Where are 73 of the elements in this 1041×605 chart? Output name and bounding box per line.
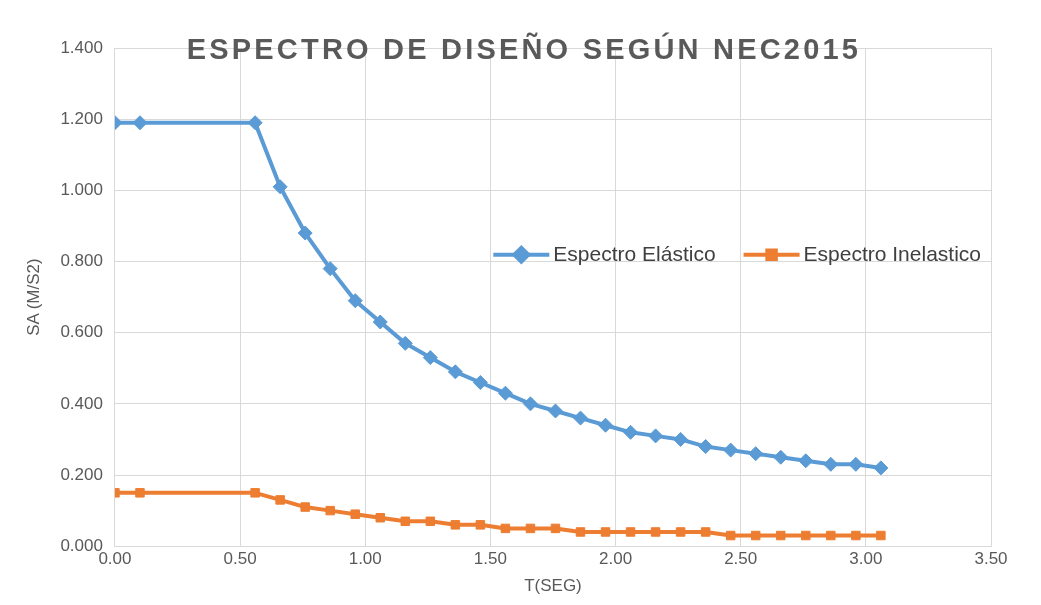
y-tick-label: 0.400 [60,393,103,413]
point [851,530,861,541]
point [873,460,889,476]
point [250,488,260,498]
point [325,505,335,516]
legend-label: Espectro Elástico [553,241,716,265]
point [848,456,864,472]
point [372,314,388,330]
y-tick-label: 0.800 [60,251,103,271]
point [550,523,561,534]
point [447,364,463,380]
point [823,456,839,472]
point [247,115,263,131]
point [623,424,639,440]
point [347,293,363,309]
point [375,512,386,523]
point [497,385,513,401]
x-tick-label: 3.00 [849,549,883,569]
chart-title: ESPECTRO DE DISEÑO SEGÚN NEC2015 [186,33,858,65]
x-tick-label: 0.50 [223,549,257,569]
point [132,115,148,131]
point [575,527,586,537]
point [600,527,611,537]
point [272,179,288,195]
y-tick-label: 1.200 [60,108,103,128]
point [776,530,786,541]
point [773,449,789,465]
point [400,516,411,527]
point [547,403,563,419]
x-tick-label: 2.50 [724,549,758,569]
point [297,225,313,241]
point [472,375,488,391]
point [322,261,338,277]
y-tick-label: 1.000 [60,180,103,200]
point [700,527,711,537]
point [801,530,811,541]
y-tick-label: 1.400 [60,37,103,57]
point [475,520,486,530]
point [750,530,761,541]
point [876,530,886,541]
point [675,527,686,537]
point [425,516,436,527]
point [522,396,538,412]
point [650,527,661,537]
point [673,431,689,447]
point [135,488,145,498]
legend-label: Espectro Inelastico [803,241,982,265]
point [275,495,285,505]
point [698,439,714,455]
point [723,442,739,458]
x-tick-label: 3.50 [974,549,1008,569]
point [422,350,438,366]
point [725,530,736,541]
point [625,527,636,537]
y-axis-title: SA (M/S2) [23,258,43,336]
y-tick-label: 0.200 [60,464,103,484]
point [525,523,536,534]
point [748,446,764,462]
point [500,523,511,534]
point [300,502,310,512]
point [573,410,588,426]
y-tick-label: 0.600 [60,322,103,342]
point [648,428,664,444]
x-tick-label: 1.00 [348,549,382,569]
point [598,417,614,433]
point [450,520,461,530]
point [826,530,836,541]
point [798,453,814,469]
point [397,335,413,351]
point [350,509,360,519]
x-axis-title: T(SEG) [524,576,582,596]
x-tick-label: 2.00 [599,549,633,569]
x-tick-label: 1.50 [473,549,507,569]
